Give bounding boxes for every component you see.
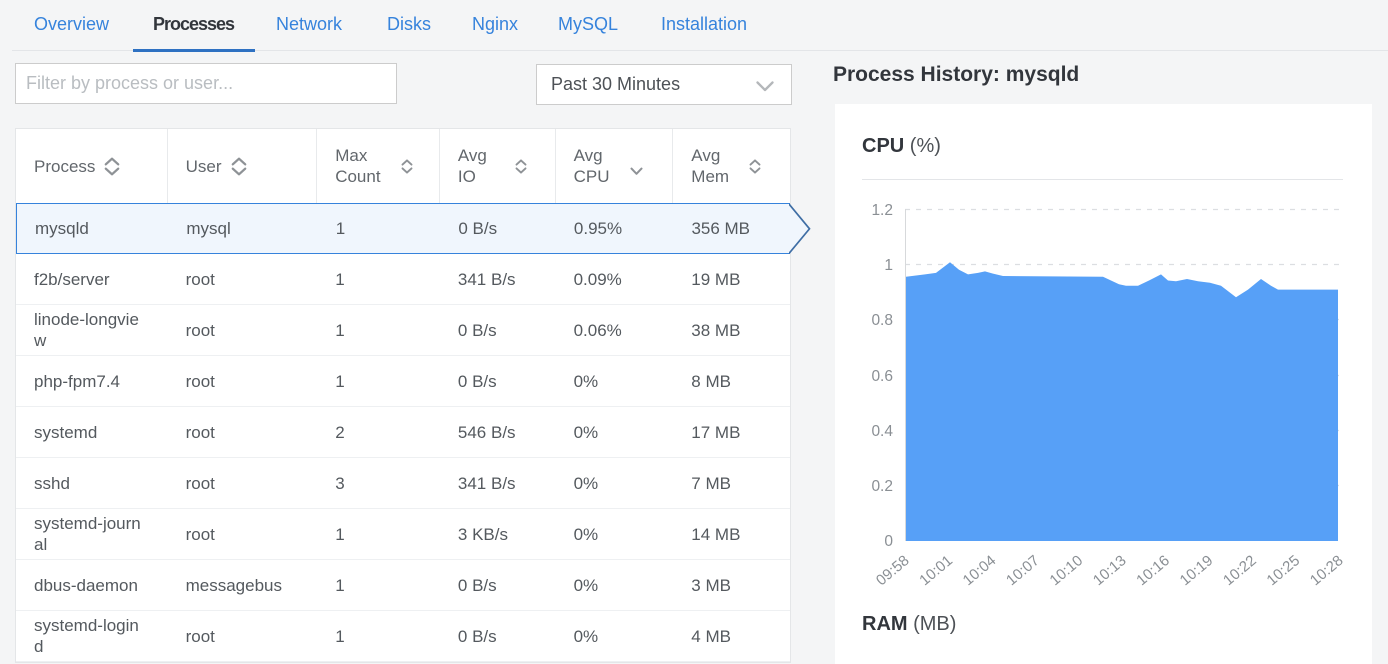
svg-text:10:01: 10:01 xyxy=(916,552,956,589)
svg-text:1.2: 1.2 xyxy=(871,202,893,219)
svg-text:09:58: 09:58 xyxy=(873,552,913,589)
svg-text:10:19: 10:19 xyxy=(1177,552,1217,589)
svg-text:0.8: 0.8 xyxy=(871,312,893,329)
svg-text:10:10: 10:10 xyxy=(1046,552,1086,589)
svg-text:10:25: 10:25 xyxy=(1263,552,1303,589)
svg-text:0.6: 0.6 xyxy=(871,368,893,385)
svg-text:10:04: 10:04 xyxy=(960,552,1000,589)
svg-text:10:16: 10:16 xyxy=(1133,552,1173,589)
svg-text:0.4: 0.4 xyxy=(871,423,893,440)
svg-text:10:28: 10:28 xyxy=(1307,552,1347,589)
svg-text:10:07: 10:07 xyxy=(1003,552,1043,589)
svg-text:1: 1 xyxy=(884,257,893,274)
svg-text:10:22: 10:22 xyxy=(1220,552,1260,589)
svg-text:10:13: 10:13 xyxy=(1090,552,1130,589)
svg-text:0.2: 0.2 xyxy=(871,478,893,495)
svg-text:0: 0 xyxy=(884,533,893,550)
